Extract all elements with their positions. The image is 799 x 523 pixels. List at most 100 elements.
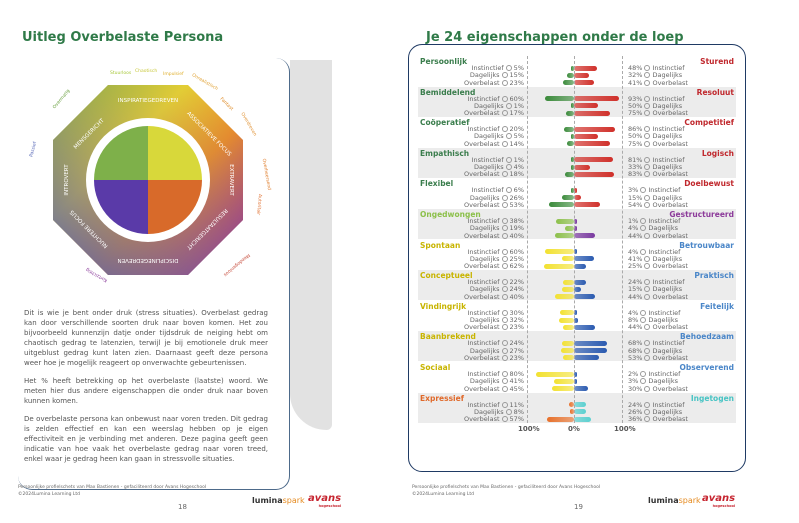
right-level-value: 4% Dagelijks	[628, 224, 679, 233]
level-icon	[644, 286, 651, 293]
bar-right	[574, 96, 619, 102]
left-level-value: Overbelast 40%	[464, 292, 524, 301]
level-icon	[501, 218, 508, 224]
level-icon	[644, 110, 651, 117]
bar-right	[574, 286, 582, 292]
bar-left	[545, 249, 574, 255]
bar-right	[574, 187, 577, 193]
left-level-value: Instinctief 60%	[467, 94, 524, 103]
trait-row: Coöperatief Competitief Instinctief 20% 86%…	[418, 117, 736, 148]
right-level-value: 50% Dagelijks	[628, 132, 683, 141]
outer-word: Chaotisch	[135, 69, 158, 74]
trait-row: Expressief Ingetogen Instinctief 11% 24% Ins…	[418, 392, 736, 424]
left-level-value: Instinctief 20%	[467, 125, 524, 134]
trait-right-name: Observerend	[679, 363, 734, 372]
trait-right-name: Sturend	[700, 57, 734, 66]
left-level-value: Instinctief 30%	[467, 308, 524, 317]
level-icon	[640, 248, 647, 255]
gridline-left	[527, 56, 528, 423]
footer-copyright: ©2024Lumina Learning Ltd	[18, 492, 81, 497]
bar-left	[571, 157, 574, 163]
trait-row: Flexibel Doelbewust Instinctief 6% 3% Instin…	[418, 178, 736, 209]
level-icon	[501, 279, 508, 286]
persona-wheel: INSPIRATIEGEDREVEN ASSOCIATIEVE FOCUS EX…	[53, 85, 243, 275]
level-icon	[644, 385, 651, 392]
right-level-value: 24% Instinctief	[628, 278, 685, 287]
left-level-value: Instinctief 60%	[467, 247, 524, 256]
outer-word: Overmatig	[52, 88, 72, 111]
level-icon	[501, 401, 508, 408]
axis-label-left: 100%	[518, 425, 540, 433]
level-icon	[644, 401, 651, 408]
bar-left	[561, 348, 574, 354]
bar-left	[571, 65, 574, 71]
level-icon	[640, 187, 647, 194]
bar-right	[574, 80, 594, 86]
bar-left	[548, 202, 574, 208]
bar-left	[554, 378, 574, 384]
level-icon	[644, 156, 651, 163]
bar-left	[565, 110, 574, 116]
right-level-value: 15% Dagelijks	[628, 285, 683, 294]
bar-right	[574, 317, 578, 323]
right-level-value: 15% Dagelijks	[628, 193, 683, 202]
trait-row: Persoonlijk Sturend Instinctief 5% 48% Insti…	[418, 56, 736, 87]
bar-left	[571, 133, 574, 139]
bar-right	[574, 195, 582, 201]
content-frame	[18, 58, 290, 490]
level-icon	[501, 225, 508, 232]
level-icon	[501, 371, 508, 377]
right-level-value: 41% Overbelast	[628, 78, 688, 87]
page-number: 18	[178, 503, 187, 511]
bar-right	[574, 218, 577, 224]
bar-right	[574, 126, 616, 132]
right-level-value: 68% Instinctief	[628, 339, 685, 348]
left-level-value: Overbelast 62%	[464, 262, 524, 271]
bar-right	[574, 171, 614, 177]
bar-right	[574, 249, 577, 255]
level-icon	[644, 79, 651, 86]
bar-right	[574, 340, 607, 346]
gridline-center	[574, 56, 575, 423]
bar-right	[574, 164, 590, 170]
bar-right	[574, 378, 577, 384]
trait-row: Vindingrijk Feitelijk Instinctief 30% 4% Ins…	[418, 301, 736, 332]
left-level-value: Instinctief 5%	[471, 64, 524, 72]
outer-word: Overheersend	[260, 158, 272, 191]
bar-left	[562, 256, 574, 262]
trait-row: Empathisch Logisch Instinctief 1% 81% Instin…	[418, 147, 736, 178]
trait-left-name: Vindingrijk	[420, 301, 467, 311]
bar-right	[574, 65, 598, 71]
traits-frame	[408, 44, 746, 472]
bar-right	[574, 402, 586, 408]
footer-right: Persoonlijke profielschets van Max Basti…	[412, 484, 600, 498]
bar-left	[545, 96, 574, 102]
level-icon	[501, 171, 508, 178]
bar-left	[562, 355, 574, 361]
trait-left-name: Coöperatief	[420, 118, 470, 128]
trait-right-name: Betrouwbaar	[679, 240, 734, 250]
right-level-value: 8% Dagelijks	[628, 316, 679, 325]
bar-left	[562, 286, 574, 292]
level-icon	[501, 248, 508, 255]
level-icon	[644, 408, 651, 415]
right-level-value: 1% Instinctief	[628, 217, 681, 225]
right-level-value: 33% Dagelijks	[628, 163, 683, 172]
right-level-value: 81% Instinctief	[628, 155, 685, 164]
left-level-value: Dagelijks 1%	[473, 101, 524, 110]
bar-right	[574, 233, 596, 239]
bar-left	[559, 310, 574, 316]
level-icon	[505, 164, 512, 171]
left-level-value: Dagelijks 26%	[469, 193, 524, 202]
right-level-value: 2% Instinctief	[628, 370, 681, 378]
level-icon	[501, 194, 508, 201]
trait-row: Baanbrekend Behoedzaam Instinctief 24% 68% I…	[418, 331, 736, 362]
trait-left-name: Expressief	[420, 393, 464, 403]
level-icon	[644, 347, 651, 354]
level-icon	[505, 156, 512, 163]
level-icon	[644, 72, 651, 79]
trait-right-name: Feitelijk	[700, 301, 734, 311]
bar-right	[574, 279, 586, 285]
bar-right	[574, 294, 596, 300]
right-level-value: 36% Overbelast	[628, 415, 688, 424]
